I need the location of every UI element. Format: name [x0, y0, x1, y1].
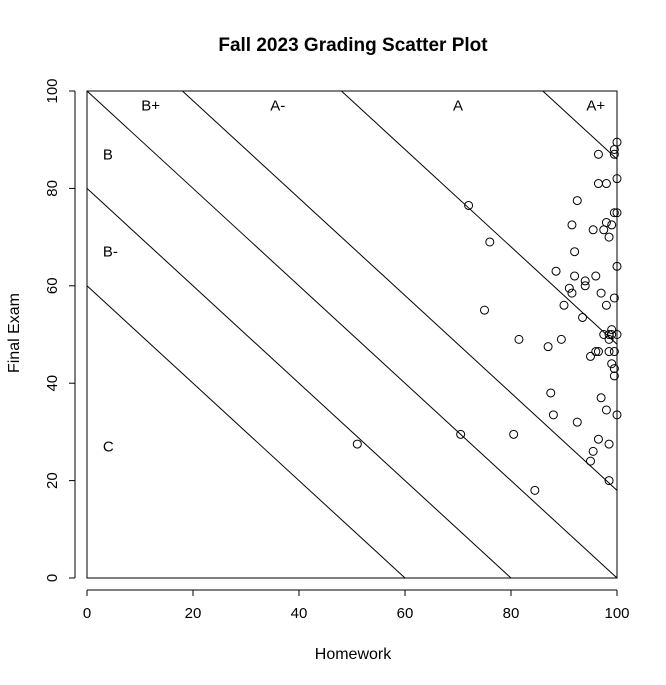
region-label-A-minus: A- [270, 98, 285, 115]
data-point-35 [596, 393, 606, 403]
data-point-3 [480, 305, 489, 315]
region-label-B-minus: B- [103, 244, 118, 261]
y-axis: 0 20 40 60 80 100 [44, 78, 76, 582]
x-axis: 0 20 40 60 80 100 [83, 589, 630, 622]
y-axis-title: Final Exam [6, 293, 23, 373]
data-point-49 [607, 330, 617, 339]
data-point-58 [609, 149, 619, 159]
region-label-B: B [103, 146, 113, 163]
data-point-22 [580, 281, 590, 291]
grade-boundary-line-4 [341, 90, 618, 345]
grade-boundary-line-5 [542, 90, 618, 160]
data-point-53 [609, 364, 619, 374]
data-point-2 [464, 200, 474, 210]
data-point-50 [607, 359, 617, 369]
data-point-52 [609, 347, 619, 357]
region-label-A: A [453, 98, 463, 115]
data-point-0 [352, 439, 362, 449]
data-point-47 [604, 476, 614, 486]
grade-boundary-line-2 [86, 90, 618, 579]
data-point-23 [580, 276, 590, 286]
data-point-9 [546, 388, 556, 398]
data-point-13 [559, 300, 569, 310]
data-point-6 [514, 334, 524, 344]
data-point-20 [572, 417, 582, 427]
data-point-55 [609, 208, 619, 218]
region-label-C: C [103, 439, 114, 456]
x-tick-label-0: 0 [83, 605, 91, 622]
x-tick-label-4: 80 [503, 605, 520, 622]
data-point-15 [567, 288, 577, 298]
y-tick-label-5: 100 [44, 78, 61, 103]
grade-boundaries [86, 90, 618, 579]
data-points [352, 137, 622, 495]
region-label-A-plus: A+ [586, 98, 605, 115]
grade-boundary-line-0 [86, 285, 406, 579]
x-tick-label-3: 60 [397, 605, 414, 622]
data-point-11 [551, 266, 561, 276]
y-tick-label-4: 80 [44, 180, 61, 197]
data-point-29 [591, 271, 601, 281]
data-point-34 [596, 288, 606, 298]
grade-boundary-line-3 [182, 90, 618, 491]
y-tick-label-2: 40 [44, 375, 61, 392]
data-point-8 [543, 342, 553, 352]
data-point-14 [564, 283, 574, 293]
data-point-51 [607, 220, 617, 230]
data-point-42 [604, 334, 614, 344]
plot-frame [86, 90, 618, 579]
data-point-19 [572, 196, 582, 206]
data-point-39 [601, 179, 611, 189]
data-point-31 [593, 179, 603, 189]
data-point-21 [578, 312, 588, 322]
data-point-33 [593, 434, 603, 444]
data-point-45 [604, 232, 614, 242]
data-point-1 [456, 429, 466, 439]
y-tick-label-3: 60 [44, 277, 61, 294]
y-tick-label-0: 0 [44, 574, 61, 582]
data-point-28 [591, 347, 601, 357]
x-tick-label-2: 40 [291, 605, 308, 622]
data-point-41 [601, 300, 611, 310]
data-point-10 [548, 410, 558, 420]
data-point-30 [593, 347, 603, 357]
y-tick-label-1: 20 [44, 472, 61, 489]
data-point-5 [509, 429, 519, 439]
data-point-43 [604, 347, 614, 357]
data-point-37 [599, 225, 609, 235]
region-label-B-plus: B+ [141, 98, 160, 115]
data-point-26 [588, 446, 598, 456]
data-point-27 [588, 225, 598, 235]
data-point-57 [609, 371, 619, 381]
data-point-4 [485, 237, 495, 247]
data-point-40 [601, 405, 611, 415]
chart-title: Fall 2023 Grading Scatter Plot [218, 35, 488, 56]
data-point-24 [586, 351, 595, 361]
data-point-46 [604, 439, 614, 449]
x-axis-title: Homework [315, 646, 392, 663]
data-point-16 [567, 220, 577, 230]
grade-region-labels: C B- B B+ A- A A+ [103, 98, 606, 456]
data-point-18 [570, 247, 580, 257]
x-tick-label-5: 100 [604, 605, 629, 622]
x-tick-label-1: 20 [185, 605, 202, 622]
data-point-7 [530, 485, 540, 495]
data-point-25 [586, 456, 595, 466]
grade-boundary-line-1 [86, 188, 512, 579]
data-point-12 [556, 334, 566, 344]
data-point-38 [601, 217, 611, 227]
data-point-48 [607, 325, 617, 335]
data-point-54 [609, 293, 619, 303]
data-point-17 [570, 271, 580, 281]
data-point-32 [593, 149, 603, 159]
